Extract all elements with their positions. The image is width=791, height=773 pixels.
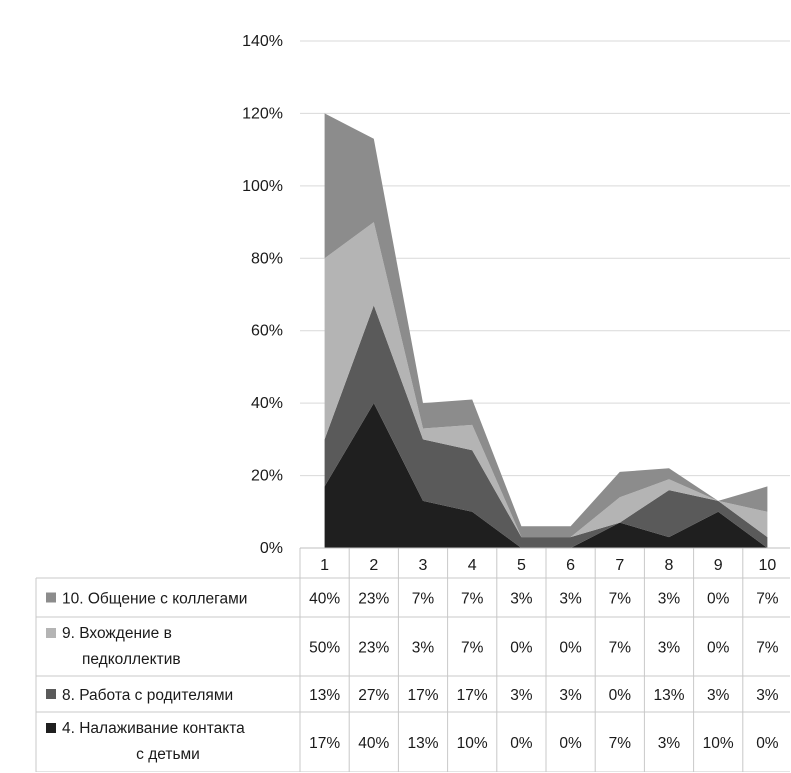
- series-label: 10. Общение с коллегами: [62, 591, 247, 608]
- data-label: 3%: [510, 687, 533, 704]
- data-label: 3%: [412, 640, 435, 657]
- data-label: 7%: [461, 640, 484, 657]
- x-tick-label: 4: [468, 557, 477, 574]
- series-label: педколлектив: [82, 651, 181, 668]
- data-label: 10%: [457, 735, 488, 752]
- x-tick-label: 9: [714, 557, 723, 574]
- data-label: 10%: [703, 735, 734, 752]
- data-label: 3%: [658, 591, 681, 608]
- data-label: 7%: [756, 640, 779, 657]
- data-label: 13%: [309, 687, 340, 704]
- data-label: 3%: [559, 687, 582, 704]
- x-tick-label: 6: [566, 557, 575, 574]
- data-label: 7%: [461, 591, 484, 608]
- data-label: 13%: [407, 735, 438, 752]
- x-tick-label: 3: [419, 557, 428, 574]
- data-label: 0%: [609, 687, 632, 704]
- data-label: 3%: [756, 687, 779, 704]
- x-tick-label: 2: [369, 557, 378, 574]
- y-tick-label: 100%: [242, 178, 283, 195]
- x-tick-label: 8: [665, 557, 674, 574]
- x-tick-label: 5: [517, 557, 526, 574]
- x-tick-label: 7: [615, 557, 624, 574]
- data-label: 0%: [510, 735, 533, 752]
- y-tick-label: 60%: [251, 323, 283, 340]
- area-series-2: [324, 305, 768, 548]
- data-label: 0%: [510, 640, 533, 657]
- x-tick-label: 10: [759, 557, 777, 574]
- legend-key-2: [46, 689, 56, 699]
- legend-key-4: [46, 592, 56, 603]
- data-label: 27%: [358, 687, 389, 704]
- data-label: 3%: [658, 735, 681, 752]
- data-label: 0%: [756, 735, 779, 752]
- series-label: 4. Налаживание контакта: [62, 720, 245, 737]
- data-label: 3%: [658, 640, 681, 657]
- data-label: 7%: [756, 591, 779, 608]
- y-axis-tick-labels: 0% 20% 40% 60% 80% 100% 120% 140%: [242, 33, 283, 557]
- y-tick-label: 0%: [260, 540, 283, 557]
- y-tick-label: 20%: [251, 468, 283, 485]
- data-label: 7%: [609, 640, 632, 657]
- data-table: 1 2 3 4 5 6 7 8 9 10 10. Общение с коллегами 40% 23%…: [35, 547, 790, 772]
- legend-key-1: [46, 723, 56, 733]
- data-label: 13%: [653, 687, 684, 704]
- x-tick-label: 1: [320, 557, 329, 574]
- data-label: 0%: [707, 640, 730, 657]
- data-label: 17%: [309, 735, 340, 752]
- data-label: 17%: [407, 687, 438, 704]
- data-label: 0%: [559, 640, 582, 657]
- data-label: 3%: [707, 687, 730, 704]
- series-label: с детьми: [136, 746, 200, 763]
- y-tick-label: 140%: [242, 33, 283, 50]
- data-label: 40%: [309, 591, 340, 608]
- data-label: 23%: [358, 591, 389, 608]
- data-label: 23%: [358, 640, 389, 657]
- data-label: 3%: [510, 591, 533, 608]
- data-label: 7%: [609, 735, 632, 752]
- area-series-1: [324, 403, 768, 548]
- data-label: 50%: [309, 640, 340, 657]
- area-series-group: [324, 113, 768, 548]
- series-label: 8. Работа с родителями: [62, 687, 233, 704]
- y-tick-label: 120%: [242, 105, 283, 122]
- y-tick-label: 40%: [251, 395, 283, 412]
- data-label: 7%: [412, 591, 435, 608]
- data-label: 3%: [559, 591, 582, 608]
- area-series-3: [324, 222, 768, 538]
- y-tick-label: 80%: [251, 250, 283, 267]
- legend-key-3: [46, 628, 56, 638]
- area-series-4: [324, 113, 768, 538]
- data-label: 0%: [559, 735, 582, 752]
- series-label: 9. Вхождение в: [62, 625, 172, 642]
- data-label: 17%: [457, 687, 488, 704]
- data-label: 7%: [609, 591, 632, 608]
- data-label: 0%: [707, 591, 730, 608]
- data-label: 40%: [358, 735, 389, 752]
